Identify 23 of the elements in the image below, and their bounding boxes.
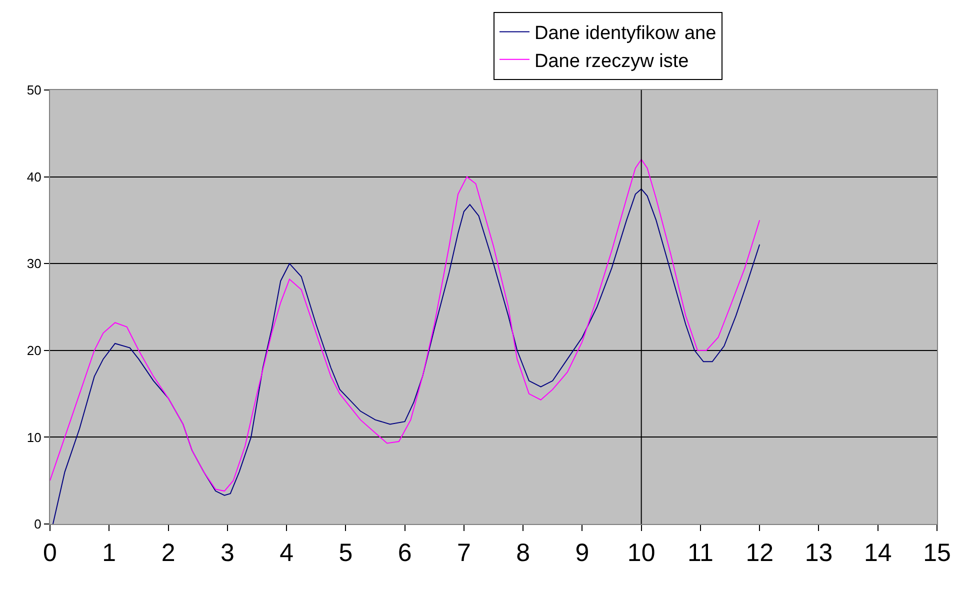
x-tick-label: 9 xyxy=(575,539,590,567)
y-tick-label: 20 xyxy=(26,342,42,358)
x-tick-label: 5 xyxy=(338,539,353,567)
x-tick-label: 2 xyxy=(161,539,176,567)
x-tick-label: 14 xyxy=(864,539,892,567)
legend-label: Dane rzeczyw iste xyxy=(534,50,689,72)
x-tick-label: 12 xyxy=(746,539,774,567)
legend-label: Dane identyfikow ane xyxy=(534,23,716,44)
x-tick-label: 10 xyxy=(627,539,656,567)
x-tick-label: 6 xyxy=(398,539,412,567)
x-tick-label: 15 xyxy=(923,539,951,567)
x-tick-label: 13 xyxy=(804,539,833,567)
x-tick-label: 7 xyxy=(456,539,471,567)
x-tick-label: 4 xyxy=(280,539,294,567)
y-tick-label: 40 xyxy=(26,169,42,184)
y-tick-label: 50 xyxy=(26,82,42,98)
x-tick-label: 1 xyxy=(102,539,116,567)
x-tick-label: 8 xyxy=(516,539,530,567)
x-tick-label: 3 xyxy=(220,539,234,567)
y-tick-label: 30 xyxy=(26,256,42,272)
y-tick-label: 10 xyxy=(26,430,42,445)
x-tick-label: 11 xyxy=(687,539,714,567)
y-tick-label: 0 xyxy=(34,516,42,532)
